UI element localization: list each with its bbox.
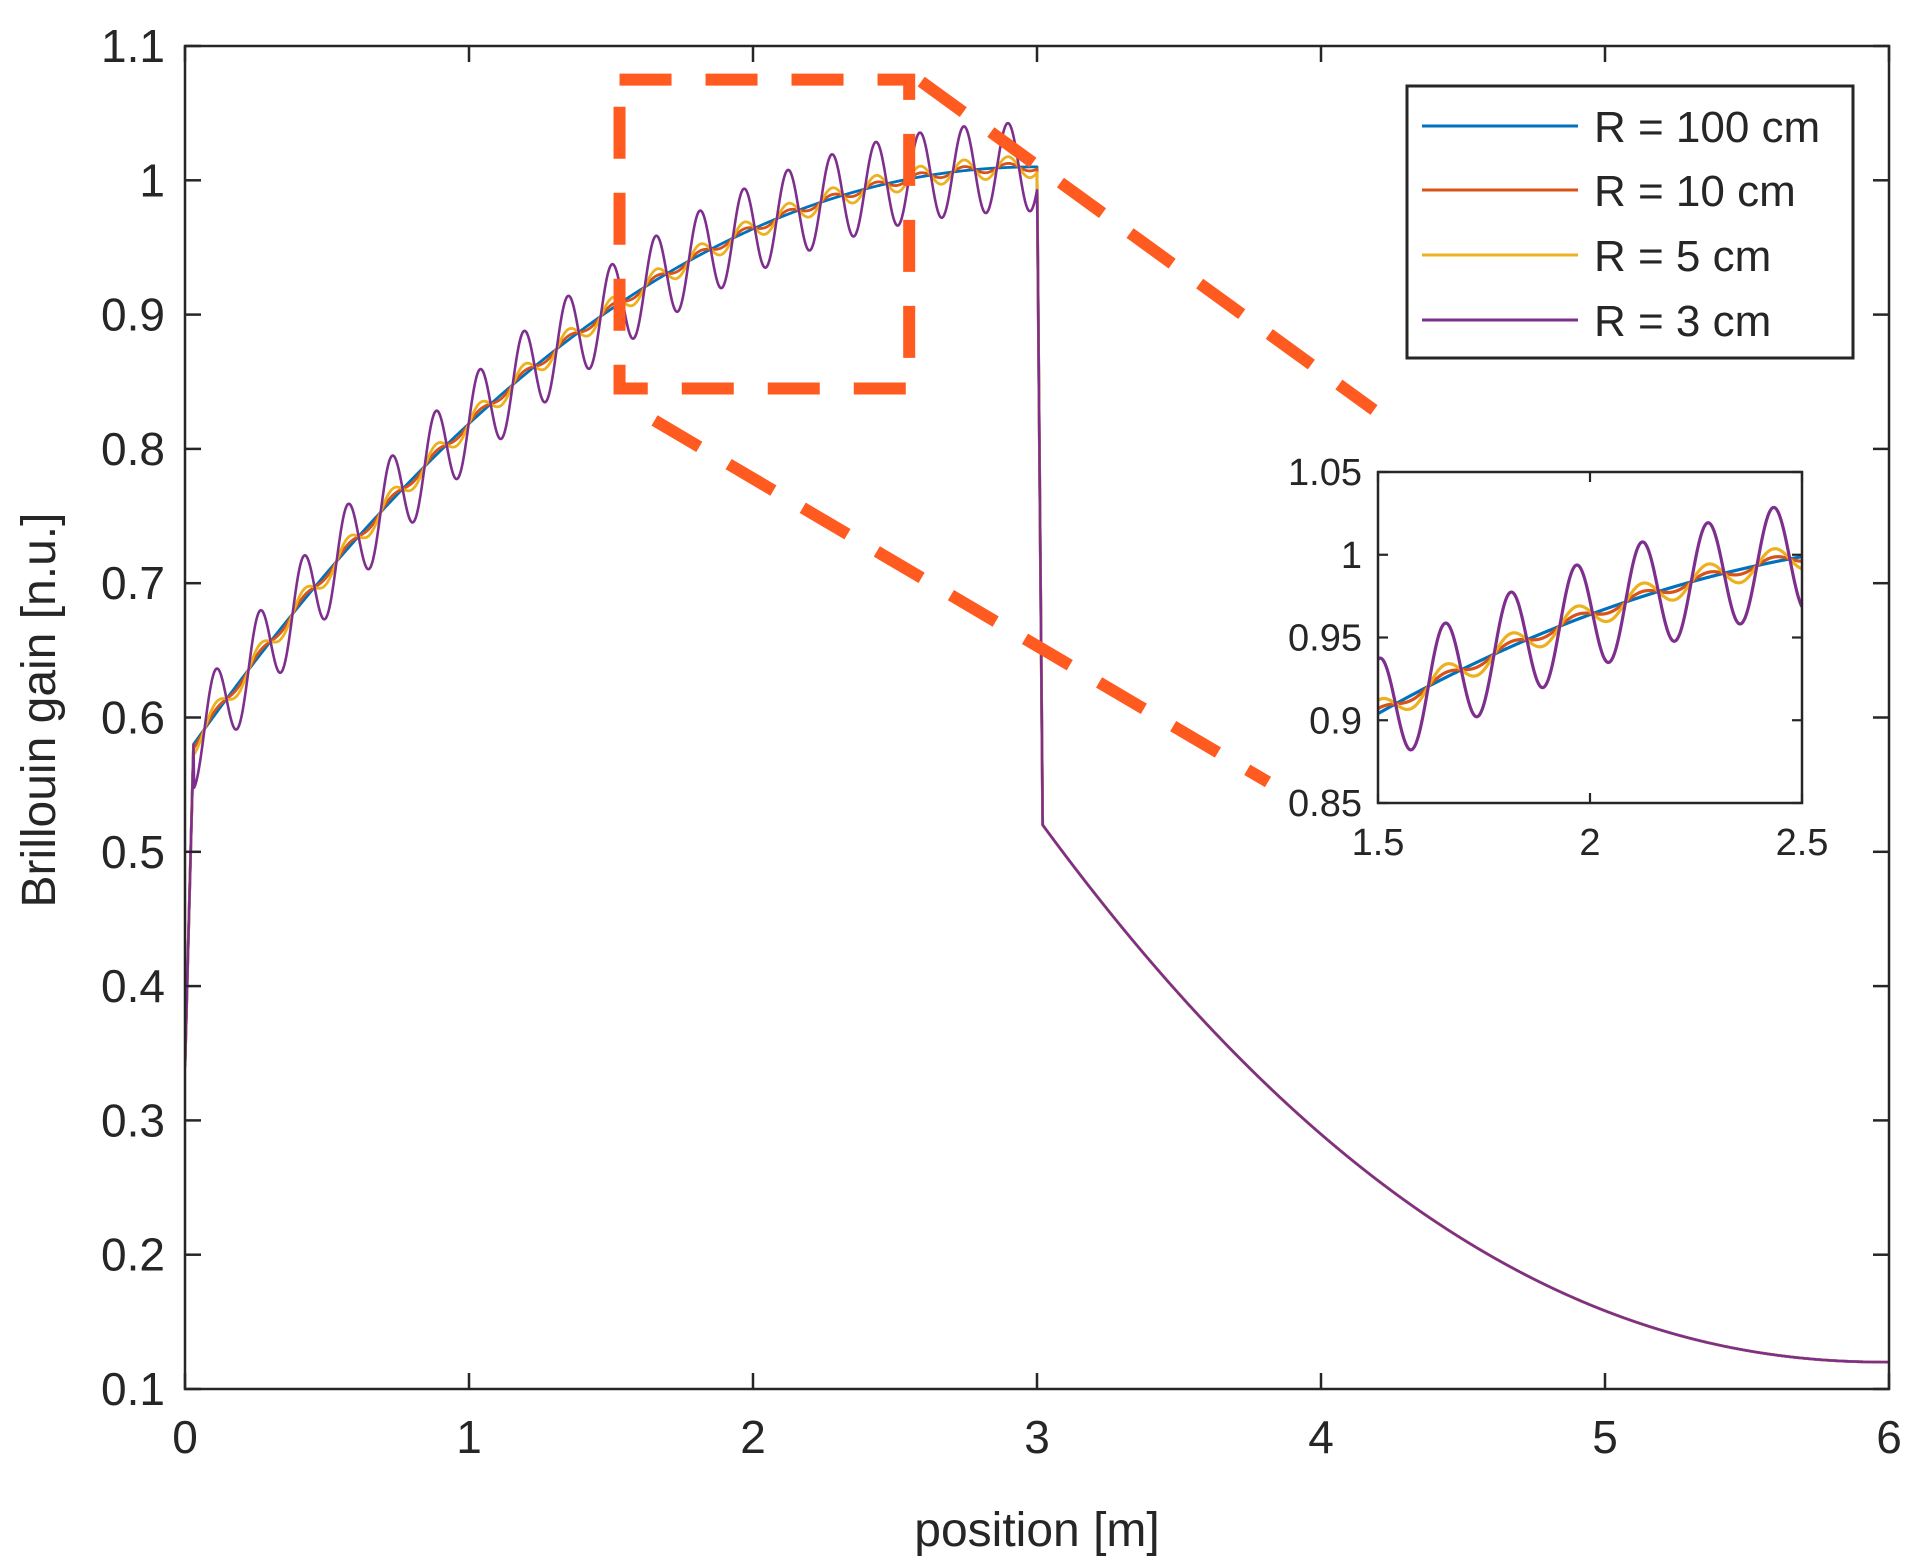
- inset-y-tick-label: 1.05: [1288, 452, 1362, 494]
- inset-y-ticks: 0.85 0.9 0.95 1 1.05: [1288, 452, 1802, 825]
- legend: R = 100 cm R = 10 cm R = 5 cm R = 3 cm: [1405, 84, 1855, 360]
- legend-label: R = 100 cm: [1594, 103, 1820, 152]
- main-plot-lines: [185, 121, 1889, 1364]
- inset-y-tick-label: 0.9: [1309, 700, 1362, 742]
- zoom-connector-bottom: [651, 415, 1272, 788]
- y-tick-label: 0.8: [101, 423, 165, 475]
- y-tick-label: 0.7: [101, 557, 165, 609]
- inset-plot-lines: [1378, 505, 1802, 752]
- y-tick-label: 0.3: [101, 1094, 165, 1146]
- legend-box: [1405, 84, 1855, 360]
- y-tick-label: 0.1: [101, 1363, 165, 1415]
- y-tick-label: 0.6: [101, 692, 165, 744]
- inset-x-tick-label: 2: [1579, 822, 1600, 864]
- inset-y-tick-label: 0.95: [1288, 618, 1362, 660]
- y-tick-label: 0.4: [101, 960, 165, 1012]
- legend-item-r5: R = 5 cm: [1422, 232, 1771, 281]
- legend-label: R = 3 cm: [1594, 297, 1771, 346]
- inset-series-line-r-5-cm: [1378, 547, 1802, 712]
- y-tick-label: 0.2: [101, 1229, 165, 1281]
- x-axis-title: position [m]: [914, 1504, 1159, 1557]
- inset-x-tick-label: 2.5: [1776, 822, 1829, 864]
- y-tick-label: 1.1: [101, 20, 165, 72]
- zoom-annotation: [613, 73, 1378, 788]
- zoom-connector-top: [917, 76, 1378, 415]
- inset-series-line-r-3-cm: [1378, 505, 1802, 752]
- series-line-r-3-cm: [185, 121, 1889, 1364]
- y-tick-label: 0.5: [101, 826, 165, 878]
- inset-axes: 1.5 2 2.5 0.85 0.9 0.95 1 1.05: [1288, 452, 1828, 864]
- inset-y-tick-label: 1: [1341, 535, 1362, 577]
- legend-item-r3: R = 3 cm: [1422, 297, 1771, 346]
- x-tick-label: 0: [172, 1411, 198, 1463]
- x-tick-label: 1: [456, 1411, 482, 1463]
- x-tick-label: 5: [1592, 1411, 1618, 1463]
- y-tick-label: 1: [139, 154, 165, 206]
- legend-label: R = 10 cm: [1594, 167, 1796, 216]
- legend-label: R = 5 cm: [1594, 232, 1771, 281]
- x-tick-label: 3: [1024, 1411, 1050, 1463]
- inset-x-ticks: 1.5 2 2.5: [1352, 472, 1829, 864]
- y-axis-title: Brillouin gain [n.u.]: [13, 513, 66, 908]
- x-tick-label: 4: [1308, 1411, 1334, 1463]
- zoom-box: [613, 73, 916, 395]
- inset-x-tick-label: 1.5: [1352, 822, 1405, 864]
- main-x-ticks: 0 1 2 3 4 5 6: [172, 46, 1902, 1463]
- main-y-ticks: 0.1 0.2 0.3 0.4 0.5 0.6 0.7 0.8 0.9 1 1.1: [101, 20, 1889, 1415]
- inset-background: [1378, 472, 1802, 803]
- x-tick-label: 6: [1876, 1411, 1902, 1463]
- inset-y-tick-label: 0.85: [1288, 783, 1362, 825]
- legend-item-r10: R = 10 cm: [1422, 167, 1796, 216]
- legend-item-r100: R = 100 cm: [1422, 103, 1820, 152]
- x-tick-label: 2: [740, 1411, 766, 1463]
- y-tick-label: 0.9: [101, 289, 165, 341]
